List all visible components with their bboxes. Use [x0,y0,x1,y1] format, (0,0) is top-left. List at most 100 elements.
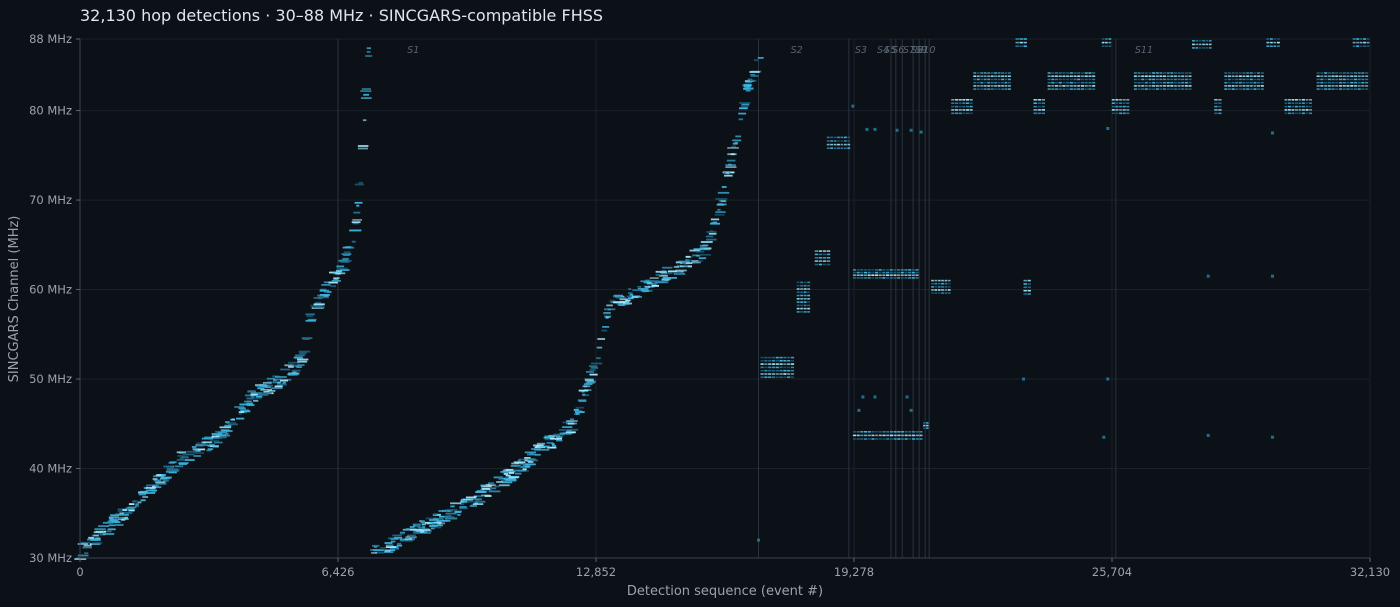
hop-cluster-band [1008,85,1011,87]
hop-point [582,394,590,397]
hop-cluster-band [1361,81,1365,84]
hop-cluster-band [1357,81,1361,84]
hop-cluster-band [973,88,977,90]
hop-cluster-band [944,289,948,291]
hop-sparse-point [1206,433,1210,437]
hop-point [534,453,541,456]
hop-point [236,417,245,420]
hop-point [556,436,563,438]
hop-cluster-band [1058,78,1062,81]
hop-cluster-band [1208,43,1212,46]
hop-cluster-band [990,81,994,84]
hop-cluster-band [1253,78,1257,81]
hop-cluster-band [947,282,951,285]
hop-cluster-band [994,72,997,74]
hop-cluster-band [1177,78,1181,81]
hop-cluster-band [807,307,811,310]
hop-cluster-band [814,257,819,259]
hop-cluster-band [1327,78,1331,81]
hop-point [179,457,184,460]
hop-cluster-band [1004,78,1008,81]
hop-point [529,453,534,455]
hop-cluster-band [1320,75,1324,77]
hop-cluster-band [1001,72,1004,74]
hop-cluster-band [886,274,890,276]
hop-point [292,371,297,374]
hop-point [137,501,142,504]
hop-cluster-band [860,438,864,440]
hop-cluster-band [1019,45,1023,47]
hop-cluster-band [937,282,941,285]
hop-cluster-band [764,360,768,362]
hop-cluster-band [1152,72,1156,74]
hop-point [80,541,91,544]
hop-cluster-band [962,102,966,104]
hop-cluster-band [1257,72,1261,74]
hop-cluster-band [1339,85,1343,87]
hop-cluster-band [1163,75,1166,77]
hop-cluster-band [1181,78,1185,81]
hop-cluster-band [1141,81,1145,84]
hop-point [498,484,510,487]
hop-point [661,278,672,280]
hop-point [117,513,129,516]
hop-cluster-band [976,75,980,77]
hop-cluster-band [1365,85,1369,87]
hop-point [503,470,516,473]
hop-point [431,526,442,529]
hop-cluster-band [1357,75,1361,77]
hop-point [583,383,593,386]
hop-cluster-band [1238,88,1242,90]
hop-cluster-band [833,147,837,149]
hop-point [102,521,114,524]
hop-point [287,373,299,376]
hop-point [246,404,255,407]
hop-point [681,262,686,265]
hop-cluster-band [1184,75,1188,77]
hop-point [699,253,711,256]
hop-cluster-band [1166,85,1170,87]
hop-point [649,277,659,279]
hop-point [475,500,484,503]
hop-point [601,329,608,332]
hop-cluster-band [1133,75,1137,77]
hop-cluster-band [818,253,823,256]
hop-cluster-band [976,88,980,90]
hop-cluster-band [1238,81,1242,84]
hop-point [110,516,119,519]
hop-cluster-band [1111,105,1115,108]
hop-cluster-band [860,271,864,274]
hop-cluster-band [814,253,819,256]
hop-point [380,547,387,549]
hop-cluster-band [1101,38,1105,40]
hop-cluster-band [1111,112,1115,115]
hop-cluster-band [1195,40,1199,42]
hop-cluster-band [1359,41,1363,44]
hop-cluster-band [1342,72,1346,74]
hop-point [166,470,170,473]
hop-cluster-band [904,438,908,440]
hop-cluster-band [803,298,807,300]
hop-cluster-band [1284,112,1288,115]
hop-cluster-band [822,250,827,252]
hop-cluster-band [1008,81,1011,84]
hop-cluster-band [871,438,875,440]
hop-point [732,139,742,142]
hop-cluster-band [871,277,875,279]
hop-cluster-band [1257,81,1261,84]
hop-cluster-band [1133,78,1137,81]
hop-cluster-band [886,438,890,440]
hop-point [178,462,189,464]
hop-cluster-band [1205,47,1209,49]
hop-cluster-band [830,136,833,139]
hop-cluster-band [1361,85,1365,87]
hop-point [667,270,677,273]
hop-point [196,442,206,445]
hop-point [207,448,214,450]
hop-cluster-band [1033,112,1037,115]
hop-cluster-band [1066,88,1070,90]
hop-point [637,288,649,290]
hop-point [725,164,736,166]
hop-point [471,503,475,506]
hop-cluster-band [1137,81,1141,84]
